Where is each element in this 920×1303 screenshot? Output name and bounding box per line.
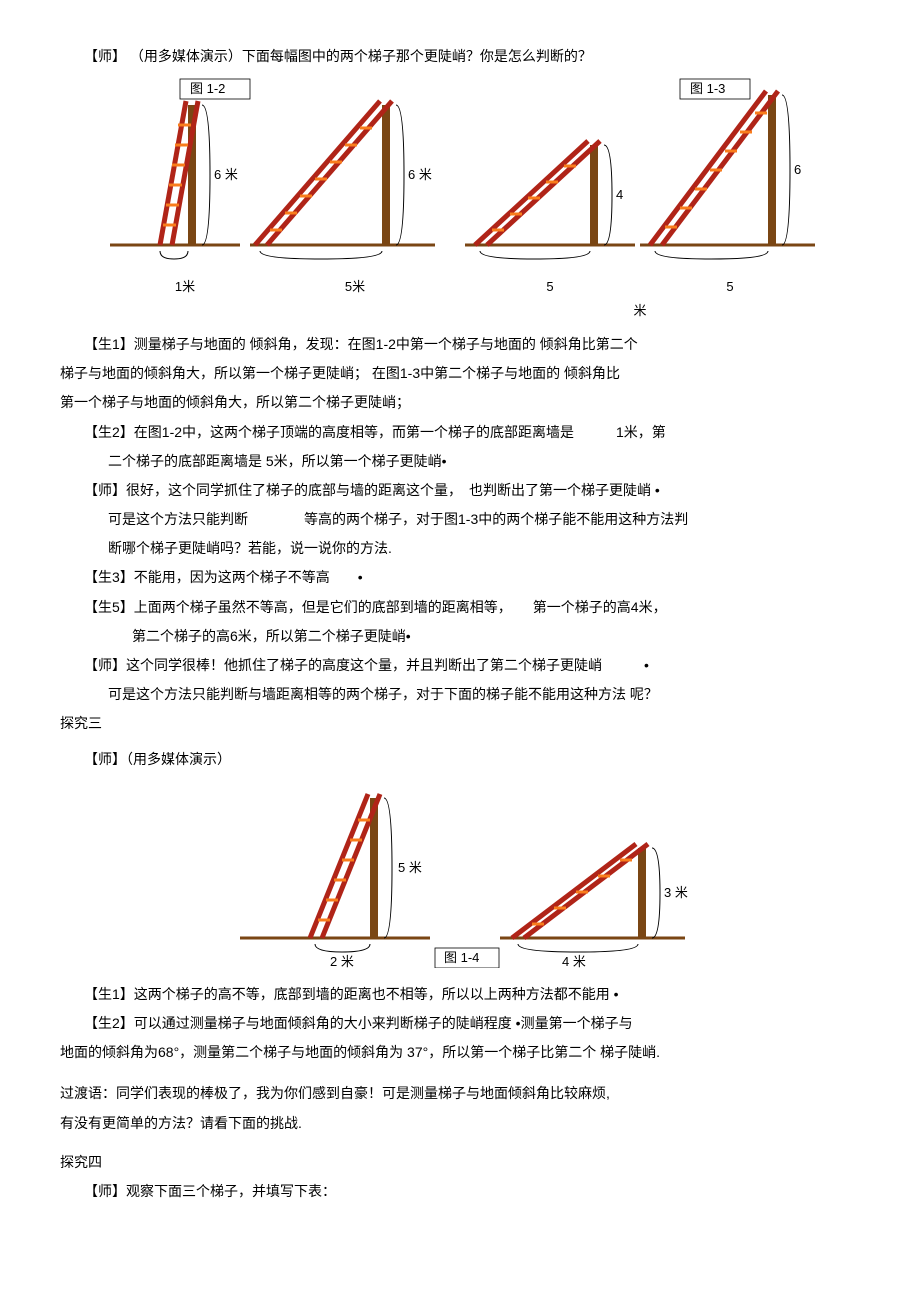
- figure-1-4: 5 米 2 米 图 1-4 3 米 4 米: [230, 778, 690, 968]
- svg-text:5 米: 5 米: [398, 860, 422, 875]
- student2-line-c: 【生2】可以通过测量梯子与地面倾斜角的大小来判断梯子的陡峭程度 •测量第一个梯子…: [60, 1011, 860, 1036]
- teacher-line-5: 【师】观察下面三个梯子，并填写下表：: [60, 1179, 860, 1204]
- fig12-xlabels: 1米 5米: [100, 275, 440, 298]
- student1-line-b: 梯子与地面的倾斜角大，所以第一个梯子更陡峭； 在图1-3中第二个梯子与地面的 倾…: [60, 361, 860, 386]
- teacher-line-3b: 可是这个方法只能判断与墙距离相等的两个梯子，对于下面的梯子能不能用这种方法 呢？: [60, 682, 860, 707]
- figure-1-2: 图 1-2 6 米: [100, 75, 440, 322]
- fig13-xlabels: 5 5: [460, 275, 820, 298]
- fig12-right-base: 5米: [345, 275, 365, 298]
- teacher-line-1: 【师】 （用多媒体演示）下面每幅图中的两个梯子那个更陡峭？你是怎么判断的？: [60, 44, 860, 69]
- svg-text:6: 6: [794, 162, 801, 177]
- student1-line-d: 【生1】这两个梯子的高不等，底部到墙的距离也不相等，所以以上两种方法都不能用 •: [60, 982, 860, 1007]
- svg-text:图 1-3: 图 1-3: [690, 81, 725, 96]
- figure-1-3: 图 1-3 4: [460, 75, 820, 322]
- student3-line: 【生3】不能用，因为这两个梯子不等高 •: [60, 565, 860, 590]
- figure-row-top: 图 1-2 6 米: [60, 75, 860, 322]
- student2-line-b: 二个梯子的底部距离墙是 5米，所以第一个梯子更陡峭•: [60, 449, 860, 474]
- figure-1-2-svg: 图 1-2 6 米: [100, 75, 440, 275]
- svg-text:4 米: 4 米: [562, 954, 586, 968]
- figure-1-4-svg: 5 米 2 米 图 1-4 3 米 4 米: [230, 778, 690, 968]
- svg-text:6 米: 6 米: [408, 167, 432, 182]
- figure-1-3-svg: 图 1-3 4: [460, 75, 820, 275]
- teacher-line-2b: 可是这个方法只能判断 等高的两个梯子，对于图1-3中的两个梯子能不能用这种方法判: [60, 507, 860, 532]
- fig12-left-ladder: 6 米: [110, 101, 240, 259]
- explore-3-title: 探究三: [60, 711, 860, 736]
- transition-line-1: 过渡语：同学们表现的棒极了，我为你们感到自豪！可是测量梯子与地面倾斜角比较麻烦,: [60, 1081, 860, 1106]
- student1-line-c: 第一个梯子与地面的倾斜角大，所以第二个梯子更陡峭；: [60, 390, 860, 415]
- svg-text:2 米: 2 米: [330, 954, 354, 968]
- svg-text:图 1-4: 图 1-4: [444, 950, 479, 965]
- fig13-left-base: 5: [546, 275, 553, 298]
- svg-text:3 米: 3 米: [664, 885, 688, 900]
- svg-text:图 1-2: 图 1-2: [190, 81, 225, 96]
- fig12-right-ladder: 6 米: [250, 101, 435, 259]
- student2-line-d: 地面的倾斜角为68°，测量第二个梯子与地面的倾斜角为 37°，所以第一个梯子比第…: [60, 1040, 860, 1065]
- svg-text:6 米: 6 米: [214, 167, 238, 182]
- fig14-right-ladder: 3 米 4 米: [500, 844, 688, 968]
- fig13-right-base: 5: [726, 275, 733, 298]
- student1-line-a: 【生1】测量梯子与地面的 倾斜角，发现：在图1-2中第一个梯子与地面的 倾斜角比…: [60, 332, 860, 357]
- student5-line-a: 【生5】上面两个梯子虽然不等高，但是它们的底部到墙的距离相等， 第一个梯子的高4…: [60, 595, 860, 620]
- explore-4-title: 探究四: [60, 1150, 860, 1175]
- svg-text:4: 4: [616, 187, 623, 202]
- teacher-line-3a: 【师】这个同学很棒！他抓住了梯子的高度这个量，并且判断出了第二个梯子更陡峭 •: [60, 653, 860, 678]
- teacher-line-2c: 断哪个梯子更陡峭吗？若能，说一说你的方法.: [60, 536, 860, 561]
- transition-line-2: 有没有更简单的方法？请看下面的挑战.: [60, 1111, 860, 1136]
- fig13-unit: 米: [460, 299, 820, 322]
- figure-row-mid: 5 米 2 米 图 1-4 3 米 4 米: [60, 778, 860, 968]
- fig14-left-ladder: 5 米 2 米: [240, 794, 430, 968]
- student2-line-a: 【生2】在图1-2中，这两个梯子顶端的高度相等，而第一个梯子的底部距离墙是 1米…: [60, 420, 860, 445]
- teacher-line-2a: 【师】很好，这个同学抓住了梯子的底部与墙的距离这个量， 也判断出了第一个梯子更陡…: [60, 478, 860, 503]
- fig13-right-ladder: 6: [640, 91, 815, 259]
- teacher-line-4: 【师】（用多媒体演示）: [60, 747, 860, 772]
- student5-line-b: 第二个梯子的高6米，所以第二个梯子更陡峭•: [60, 624, 860, 649]
- fig13-left-ladder: 4: [465, 141, 635, 259]
- fig12-left-base: 1米: [175, 275, 195, 298]
